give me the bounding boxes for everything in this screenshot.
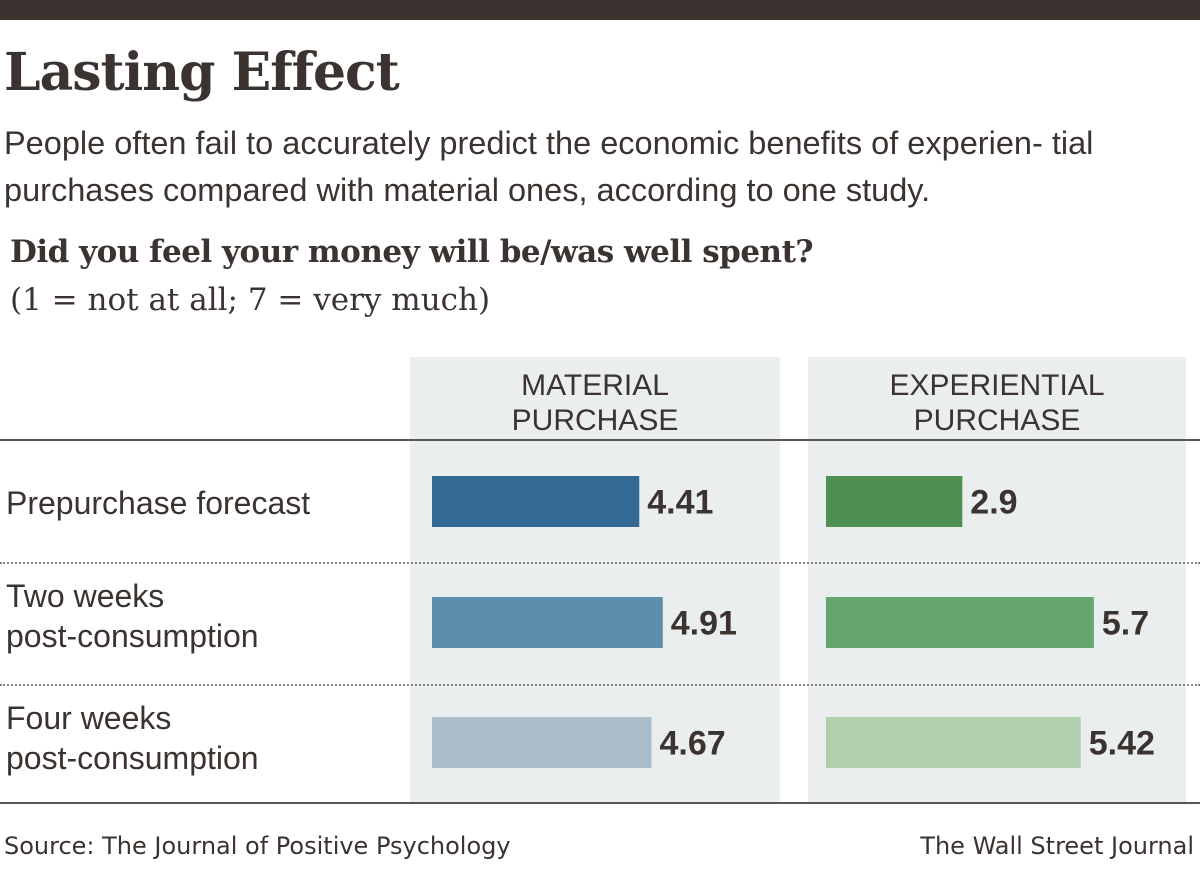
row-label-four-weeks: Four weeks post-consumption <box>6 700 259 776</box>
value-label-material-two-weeks: 4.91 <box>671 605 737 643</box>
scale-note: (1 = not at all; 7 = very much) <box>10 282 491 318</box>
bar-experiential-prepurchase <box>826 476 963 527</box>
value-label-material-prepurchase: 4.41 <box>647 484 713 522</box>
value-label-experiential-prepurchase: 2.9 <box>970 484 1017 522</box>
row-divider <box>0 562 1200 564</box>
row-label-prepurchase: Prepurchase forecast <box>6 485 311 521</box>
experiential-column-header: EXPERIENTIAL PURCHASE <box>889 369 1105 437</box>
source-note: Source: The Journal of Positive Psycholo… <box>4 832 511 860</box>
bar-experiential-four-weeks <box>826 717 1081 768</box>
survey-question: Did you feel your money will be/was well… <box>10 234 814 270</box>
value-label-experiential-four-weeks: 5.42 <box>1089 725 1155 763</box>
row-label-two-weeks: Two weeks post-consumption <box>6 578 259 654</box>
bar-experiential-two-weeks <box>826 597 1094 648</box>
value-label-experiential-two-weeks: 5.7 <box>1102 605 1149 643</box>
bottom-divider <box>0 802 1200 804</box>
chart-title: Lasting Effect <box>4 42 400 103</box>
bar-material-two-weeks <box>432 597 663 648</box>
row-divider <box>0 684 1200 686</box>
header-divider <box>0 439 1200 441</box>
value-label-material-four-weeks: 4.67 <box>659 725 725 763</box>
chart-subtitle: People often fail to accurately predict … <box>4 125 1094 208</box>
top-rule <box>0 0 1200 20</box>
bar-material-four-weeks <box>432 717 652 768</box>
material-column-header: MATERIAL PURCHASE <box>511 369 679 437</box>
bar-material-prepurchase <box>432 476 640 527</box>
publisher-credit: The Wall Street Journal <box>920 832 1194 860</box>
